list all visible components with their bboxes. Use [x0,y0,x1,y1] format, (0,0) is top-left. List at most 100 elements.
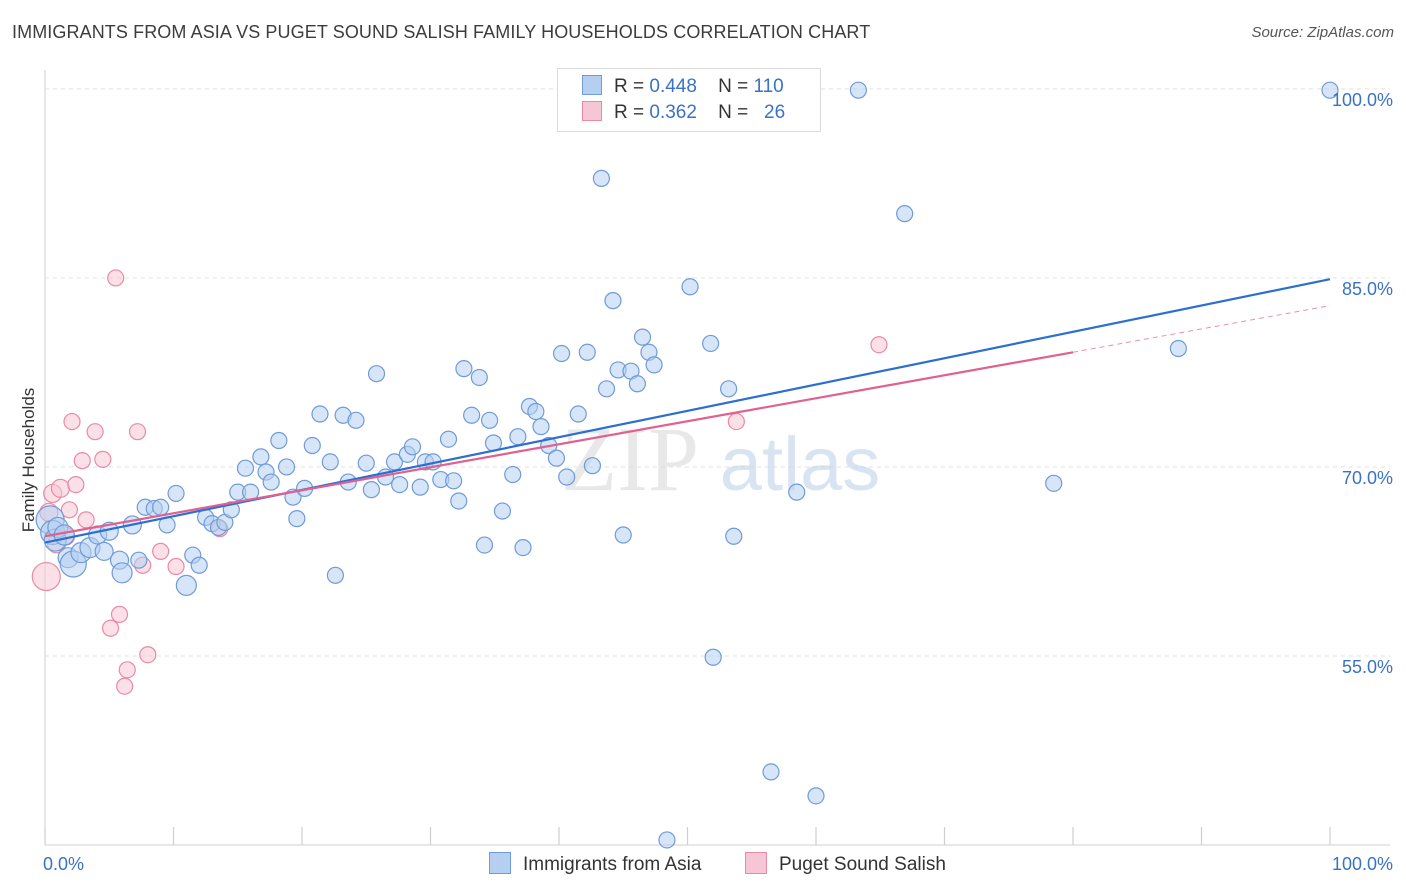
salish-point [50,478,71,498]
series-immigrants-from-asia-points [35,81,1339,849]
asia-point [1169,339,1187,358]
legend-n-value: 26 [764,102,786,123]
salish-point [77,511,95,529]
grid-lines [45,88,1390,657]
asia-point [578,343,596,361]
y-tick-label: 100.0% [1332,90,1393,110]
asia-point [362,481,380,499]
tick-labels: 55.0% 70.0% 85.0% 100.0% 0.0% 100.0% [43,90,1393,874]
asia-point [527,402,545,421]
asia-point [262,473,280,491]
asia-point [604,292,622,310]
asia-point [592,169,611,187]
salish-point [167,557,185,576]
asia-point [130,551,148,569]
asia-point [569,405,587,423]
asia-point [633,328,652,346]
asia-point [1321,81,1339,99]
salish-point [60,501,79,519]
asia-point [704,648,722,666]
salish-point [152,542,170,560]
y-tick-label: 55.0% [1342,657,1393,677]
asia-point [658,831,676,849]
legend-row-salish: R = 0.362 N = 26 [582,101,785,127]
salish-point [870,336,888,354]
asia-point [475,536,494,554]
legend-row-asia: R = 0.448 N = 110 [582,75,784,101]
bottom-legend-asia: Immigrants from Asia [489,852,701,876]
salish-point [86,423,104,441]
asia-point [347,411,365,429]
asia-point [614,526,632,544]
salish-point [107,269,125,287]
asia-point [509,428,527,446]
asia-point [463,406,481,424]
salish-point [31,561,61,592]
asia-point [311,405,329,423]
bottom-legend-label-salish: Puget Sound Salish [779,854,946,875]
asia-point [288,510,306,528]
salish-point [67,475,85,494]
asia-point [326,566,345,584]
asia-point [547,449,566,467]
asia-point [94,541,114,561]
asia-point [450,492,468,510]
salish-point [110,605,129,623]
bottom-legend-label-asia: Immigrants from Asia [523,854,702,875]
salish-point [101,619,120,637]
asia-point [445,472,463,490]
asia-point [455,360,473,378]
asia-point [439,430,458,448]
asia-point [762,763,780,781]
asia-point [111,562,133,584]
asia-point [552,344,571,363]
asia-point [514,539,532,557]
asia-point [367,365,386,383]
asia-point [807,787,825,805]
salish-point [727,412,745,431]
asia-point [628,375,646,393]
asia-point [1045,474,1063,492]
bottom-legend-swatch-pink [745,852,767,874]
asia-point [270,431,288,450]
asia-point [849,81,868,99]
x-tick-label: 0.0% [43,854,84,874]
legend-n-label: N = [718,102,749,123]
asia-point [597,380,616,398]
legend-r-value: 0.362 [649,102,697,123]
legend-r-label: R = [614,76,645,97]
trend-lines [44,278,1331,544]
asia-point [411,478,429,496]
asia-point [277,458,296,476]
asia-point [504,465,522,484]
asia-point [175,574,197,597]
salish-point [116,677,134,695]
asia-point [532,418,550,436]
y-tick-label: 70.0% [1342,468,1393,488]
salish-point [128,423,147,441]
legend-swatch-blue [582,75,602,95]
asia-point [481,411,499,429]
axes [44,70,1390,846]
bottom-legend-salish: Puget Sound Salish [745,852,946,876]
legend-swatch-pink [582,101,602,121]
asia-point [152,498,170,516]
asia-point [493,502,512,520]
salish-point [139,646,157,664]
chart-title: IMMIGRANTS FROM ASIA VS PUGET SOUND SALI… [12,22,871,42]
stats-legend: R = 0.448 N = 110 R = 0.362 N = 26 [557,68,821,132]
salish-point [63,412,81,431]
salish-point [94,450,112,468]
asia-point [391,475,409,494]
legend-n-value: 110 [753,76,784,97]
asia-point [403,438,422,456]
asia-point [720,380,738,398]
asia-point [321,453,339,471]
asia-point [583,457,602,475]
asia-point [470,368,488,387]
trend-line-salish [44,351,1074,538]
asia-point [702,334,720,353]
asia-point [236,459,255,477]
y-tick-label: 85.0% [1342,279,1393,299]
